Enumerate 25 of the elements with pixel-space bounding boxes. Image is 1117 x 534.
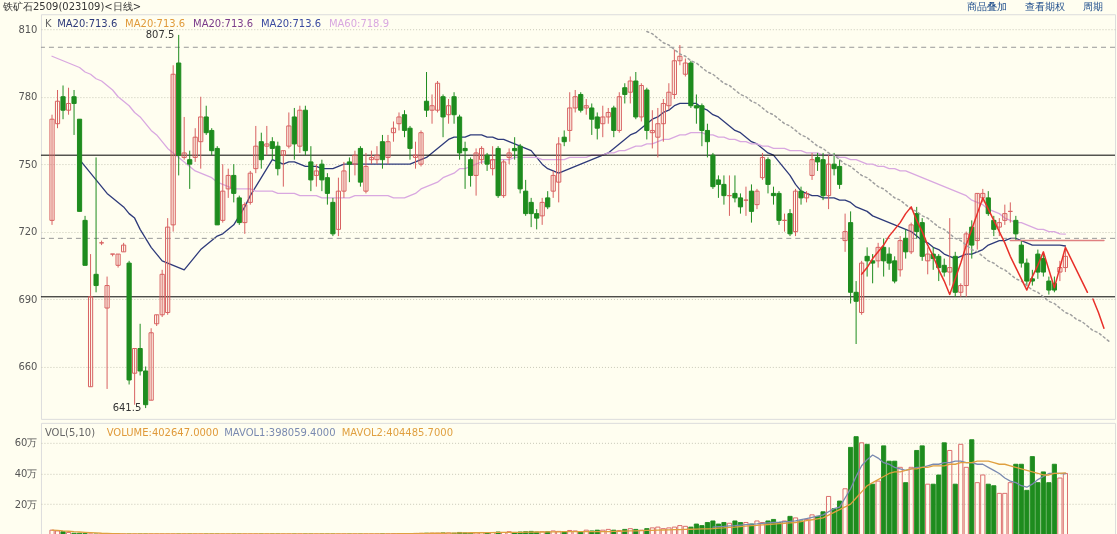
chart-title: 铁矿石2509(023109)<日线> [2,1,142,13]
text: MAVOL2:404485.7000 [341,426,453,438]
y-tick-label: 60万 [14,437,38,449]
text: MA20:713.6 [57,18,118,30]
y-tick-label: 40万 [14,467,38,479]
annotation: VOL(5,10) [44,426,96,438]
annotation: K [44,18,52,30]
text: MA60:718.9 [328,18,390,30]
y-tick-label: 750 [18,158,38,170]
text: 查看期权 [1025,1,1066,13]
annotation: 641.5 [112,402,142,414]
y-tick-label: 780 [18,91,38,103]
annotation: VOLUME:402647.0000 [106,426,219,438]
annotation: MA20:713.6 [193,18,254,30]
text: 周期 [1083,1,1104,13]
annotation: 807.5 [145,28,175,40]
text: 商品叠加 [967,1,1008,13]
y-tick-label: 720 [18,226,38,238]
y-tick-label: 810 [18,23,38,35]
y-tick-label: 660 [18,360,38,372]
annotation: MA20:713.6 [125,18,186,30]
y-tick-label: 20万 [14,498,38,510]
text: MAVOL1:398059.4000 [224,426,336,438]
y-tick-label: 690 [18,293,38,305]
annotation: MA20:713.6 [260,18,322,30]
